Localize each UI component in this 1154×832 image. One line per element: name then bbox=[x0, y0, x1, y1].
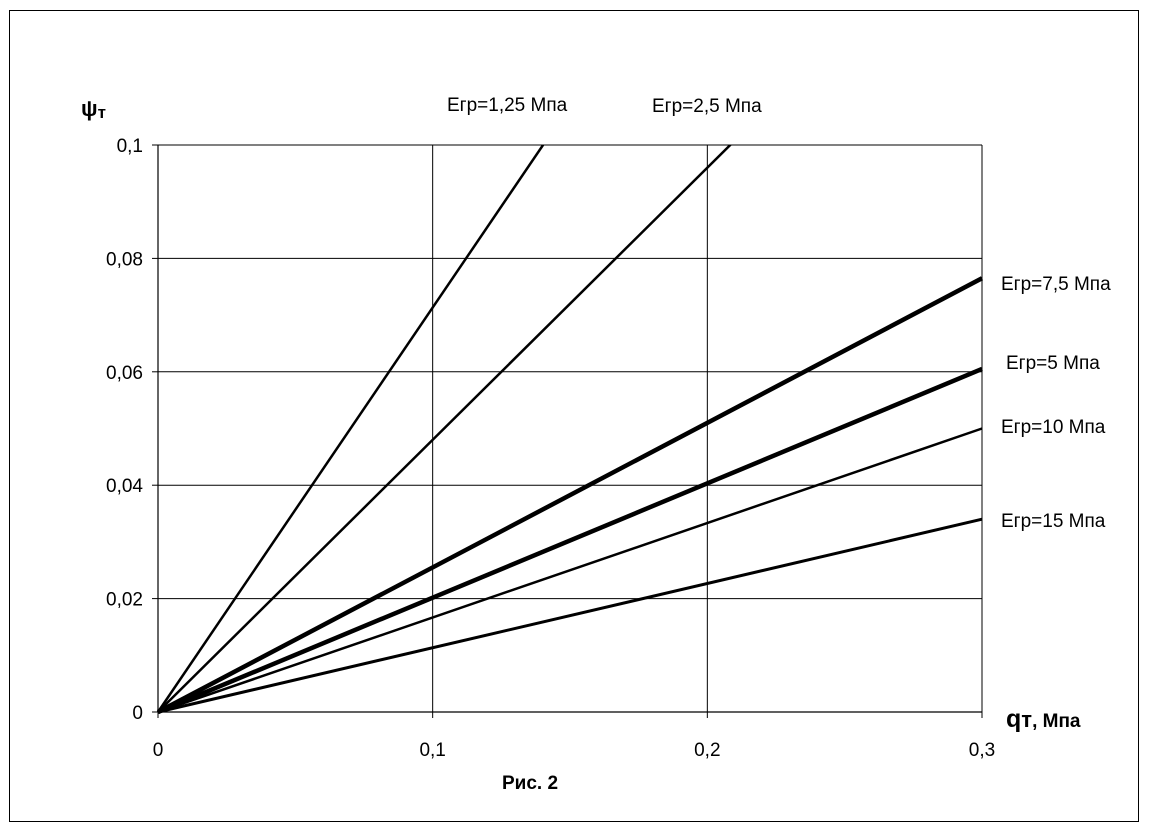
series-line bbox=[157, 145, 732, 713]
series-lines bbox=[156, 145, 984, 715]
series-label: Eгр=7,5 Мпа bbox=[1001, 274, 1111, 295]
x-axis-title: qт, Мпа bbox=[1006, 705, 1081, 733]
series-line bbox=[157, 517, 983, 714]
grid bbox=[158, 144, 983, 712]
series-label: Eгр=2,5 Мпа bbox=[652, 96, 762, 117]
x-tick-label: 0,3 bbox=[969, 740, 995, 761]
x-tick-label: 0,2 bbox=[694, 740, 720, 761]
y-axis-title: ψт bbox=[81, 96, 106, 122]
series-label: Eгр=10 Мпа bbox=[1001, 417, 1106, 438]
series-line bbox=[156, 145, 545, 713]
series-labels: Eгр=1,25 Мпа Eгр=2,5 Мпа Eгр=7,5 Мпа Eгр=5 … bbox=[447, 95, 1111, 532]
tick-labels: 0 0,02 0,04 0,06 0,08 0,1 0 0,1 0,2 0,3 bbox=[106, 136, 995, 761]
series-line bbox=[157, 427, 983, 714]
chart-frame bbox=[9, 10, 1139, 822]
y-tick-label: 0,1 bbox=[117, 136, 143, 157]
y-tick-label: 0,06 bbox=[106, 363, 143, 384]
series-label: Eгр=1,25 Мпа bbox=[447, 95, 568, 116]
x-tick-label: 0,1 bbox=[419, 740, 445, 761]
series-line bbox=[156, 276, 984, 714]
y-tick-label: 0 bbox=[132, 703, 143, 724]
y-tick-label: 0,08 bbox=[106, 249, 143, 270]
series-label: Eгр=15 Мпа bbox=[1001, 511, 1106, 532]
x-tick-label: 0 bbox=[153, 740, 164, 761]
y-tick-label: 0,02 bbox=[106, 590, 143, 611]
series-line bbox=[157, 366, 983, 715]
figure-caption: Рис. 2 bbox=[502, 773, 558, 794]
axes bbox=[152, 144, 983, 718]
series-label: Eгр=5 Мпа bbox=[1006, 353, 1100, 374]
y-tick-label: 0,04 bbox=[106, 476, 143, 497]
